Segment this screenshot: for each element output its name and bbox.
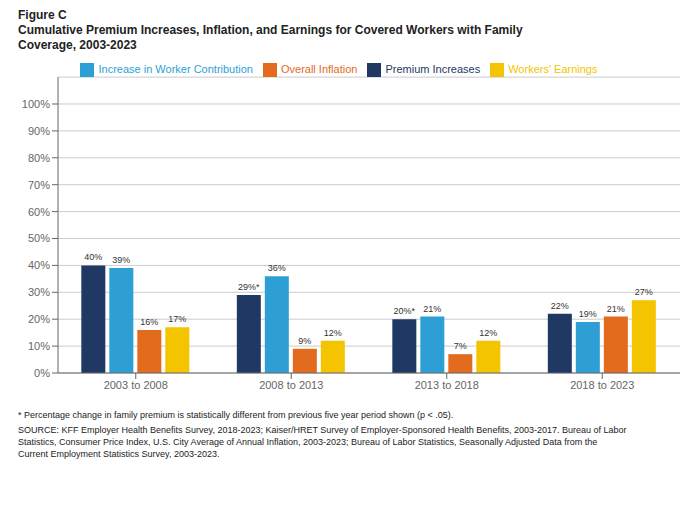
svg-text:100%: 100% (22, 98, 50, 110)
svg-text:0%: 0% (34, 367, 50, 379)
svg-text:22%: 22% (551, 301, 569, 311)
svg-text:2008 to 2013: 2008 to 2013 (259, 379, 323, 391)
svg-text:50%: 50% (28, 232, 50, 244)
svg-text:29%*: 29%* (238, 282, 260, 292)
svg-text:2013 to 2018: 2013 to 2018 (415, 379, 479, 391)
html-text:* Percentage change in family: * Percentage change in family premium is… (18, 410, 454, 420)
html-text:Workers' Earnings: Workers' Earnings (508, 63, 598, 75)
svg-text:40%: 40% (28, 259, 50, 271)
svg-text:90%: 90% (28, 125, 50, 137)
svg-text:7%: 7% (454, 341, 467, 351)
svg-text:20%*: 20%* (394, 306, 416, 316)
html-text:Figure C: Figure C (18, 8, 67, 22)
svg-text:21%: 21% (607, 304, 625, 314)
svg-text:21%: 21% (423, 304, 441, 314)
svg-text:80%: 80% (28, 152, 50, 164)
svg-text:12%: 12% (324, 328, 342, 338)
svg-text:36%: 36% (268, 263, 286, 273)
svg-text:16%: 16% (140, 317, 158, 327)
html-text:Overall Inflation: Overall Inflation (281, 63, 358, 75)
html-text:Premium Increases: Premium Increases (385, 63, 481, 75)
svg-text:10%: 10% (28, 340, 50, 352)
svg-text:30%: 30% (28, 286, 50, 298)
svg-text:17%: 17% (168, 314, 186, 324)
svg-text:70%: 70% (28, 179, 50, 191)
html-text:Increase in Worker Contributio: Increase in Worker Contribution (98, 63, 253, 75)
svg-text:2018 to 2023: 2018 to 2023 (570, 379, 634, 391)
svg-text:39%: 39% (112, 255, 130, 265)
svg-text:20%: 20% (28, 313, 50, 325)
svg-text:27%: 27% (635, 287, 653, 297)
svg-text:60%: 60% (28, 206, 50, 218)
html-text:SOURCE: KFF Employer Health Be: SOURCE: KFF Employer Health Benefits Sur… (18, 425, 627, 459)
html-text:Cumulative Premium Increases,: Cumulative Premium Increases, Inflation,… (18, 23, 523, 52)
svg-text:19%: 19% (579, 309, 597, 319)
svg-text:40%: 40% (84, 252, 102, 262)
svg-text:12%: 12% (479, 328, 497, 338)
svg-text:2003 to 2008: 2003 to 2008 (104, 379, 168, 391)
svg-text:9%: 9% (298, 336, 311, 346)
